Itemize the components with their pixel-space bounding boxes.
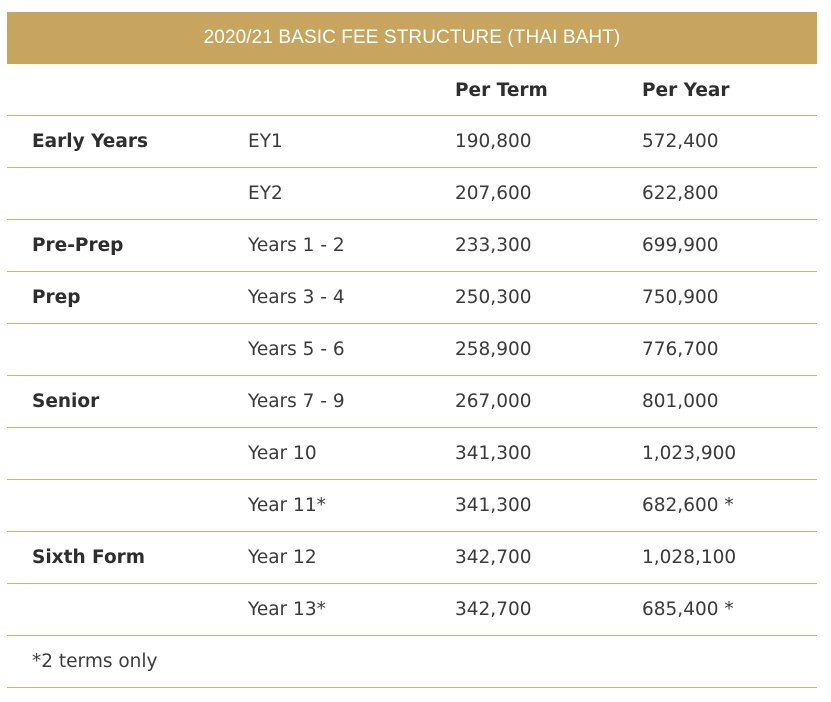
- per-term-fee-cell: 190,800: [455, 131, 532, 152]
- year-group-cell: Years 7 - 9: [248, 391, 345, 412]
- table-title: 2020/21 BASIC FEE STRUCTURE (THAI BAHT): [7, 12, 817, 64]
- column-header-per-term: Per Term: [455, 80, 548, 101]
- year-group-cell: Years 3 - 4: [248, 287, 345, 308]
- table-row: Senior Years 7 - 9 267,000 801,000: [7, 376, 817, 428]
- column-header-per-year: Per Year: [642, 80, 730, 101]
- per-year-fee-cell: 622,800: [642, 183, 719, 204]
- school-section-cell: Sixth Form: [32, 547, 146, 568]
- per-year-fee-cell: 750,900: [642, 287, 719, 308]
- school-section-cell: Early Years: [32, 131, 148, 152]
- per-term-fee-cell: 342,700: [455, 547, 532, 568]
- year-group-cell: Year 12: [248, 547, 317, 568]
- year-group-cell: Year 10: [248, 443, 317, 464]
- fee-structure-table: 2020/21 BASIC FEE STRUCTURE (THAI BAHT) …: [7, 12, 817, 688]
- per-term-fee-cell: 341,300: [455, 443, 532, 464]
- table-header-row: Per Term Per Year: [7, 64, 817, 116]
- table-row: Pre-Prep Years 1 - 2 233,300 699,900: [7, 220, 817, 272]
- year-group-cell: Years 1 - 2: [248, 235, 345, 256]
- table-row: Early Years EY1 190,800 572,400: [7, 116, 817, 168]
- per-term-fee-cell: 267,000: [455, 391, 532, 412]
- per-year-fee-cell: 699,900: [642, 235, 719, 256]
- year-group-cell: Years 5 - 6: [248, 339, 345, 360]
- per-term-fee-cell: 258,900: [455, 339, 532, 360]
- table-row: Year 10 341,300 1,023,900: [7, 428, 817, 480]
- footnote-text: *2 terms only: [32, 651, 158, 672]
- per-term-fee-cell: 342,700: [455, 599, 532, 620]
- year-group-cell: EY2: [248, 183, 283, 204]
- per-term-fee-cell: 341,300: [455, 495, 532, 516]
- per-year-fee-cell: 1,028,100: [642, 547, 737, 568]
- table-row: EY2 207,600 622,800: [7, 168, 817, 220]
- table-row: Years 5 - 6 258,900 776,700: [7, 324, 817, 376]
- table-row: Sixth Form Year 12 342,700 1,028,100: [7, 532, 817, 584]
- year-group-cell: Year 11*: [248, 495, 326, 516]
- footnote-row: *2 terms only: [7, 636, 817, 688]
- per-year-fee-cell: 682,600 *: [642, 495, 734, 516]
- per-term-fee-cell: 250,300: [455, 287, 532, 308]
- year-group-cell: Year 13*: [248, 599, 326, 620]
- school-section-cell: Senior: [32, 391, 100, 412]
- table-row: Year 13* 342,700 685,400 *: [7, 584, 817, 636]
- school-section-cell: Pre-Prep: [32, 235, 124, 256]
- per-year-fee-cell: 1,023,900: [642, 443, 737, 464]
- table-row: Prep Years 3 - 4 250,300 750,900: [7, 272, 817, 324]
- per-term-fee-cell: 207,600: [455, 183, 532, 204]
- school-section-cell: Prep: [32, 287, 81, 308]
- per-year-fee-cell: 572,400: [642, 131, 719, 152]
- per-term-fee-cell: 233,300: [455, 235, 532, 256]
- per-year-fee-cell: 685,400 *: [642, 599, 734, 620]
- per-year-fee-cell: 801,000: [642, 391, 719, 412]
- year-group-cell: EY1: [248, 131, 283, 152]
- table-row: Year 11* 341,300 682,600 *: [7, 480, 817, 532]
- table-body: Early Years EY1 190,800 572,400 EY2 207,600 62…: [7, 116, 817, 636]
- per-year-fee-cell: 776,700: [642, 339, 719, 360]
